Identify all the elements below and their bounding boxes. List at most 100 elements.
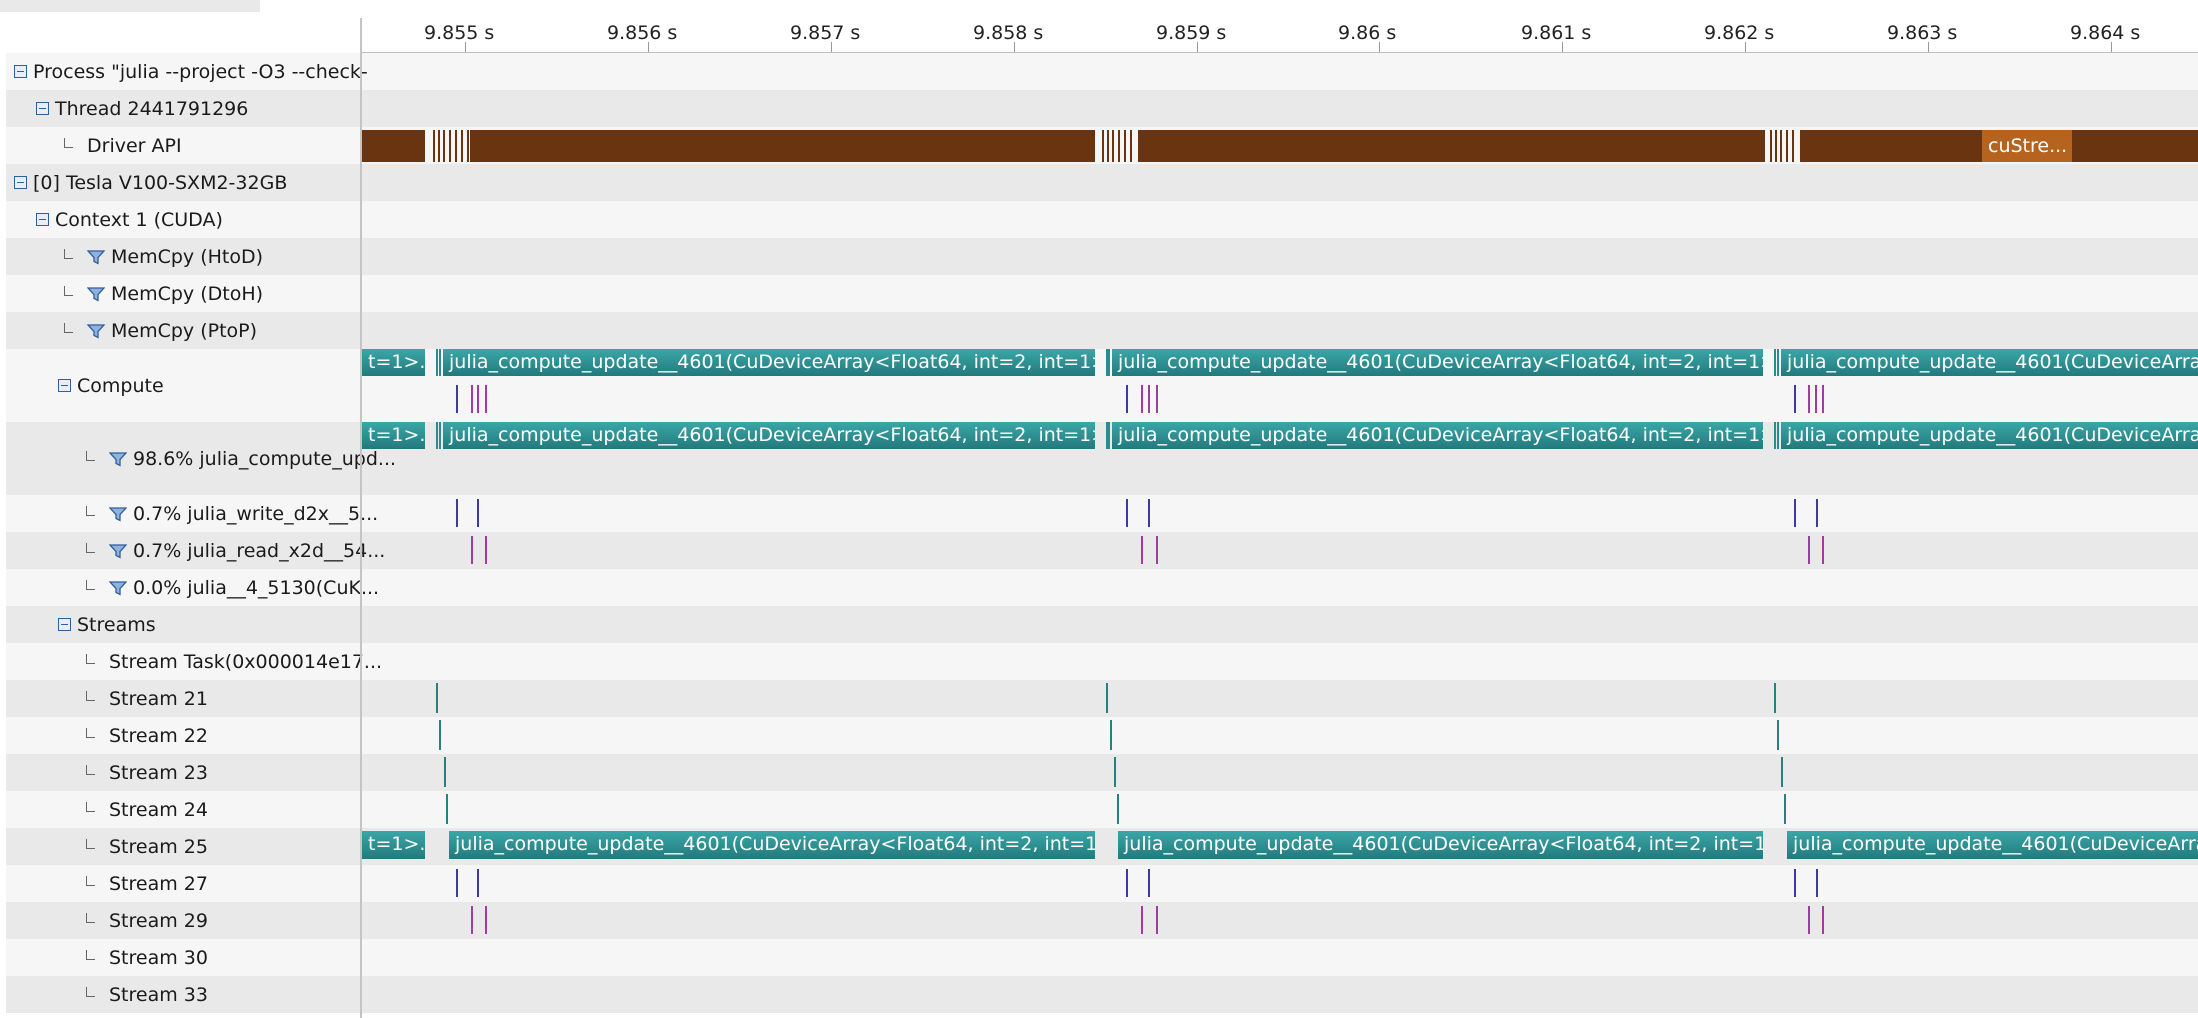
timeline-row[interactable]: Context 1 (CUDA): [6, 201, 2198, 238]
row-track[interactable]: [362, 495, 2198, 532]
row-track[interactable]: [362, 238, 2198, 275]
collapse-toggle-icon[interactable]: [58, 379, 71, 392]
row-label[interactable]: MemCpy (PtoP): [6, 312, 418, 349]
filter-icon[interactable]: [87, 249, 105, 265]
timeline-row[interactable]: 0.0% julia__4_5130(CuK...: [6, 569, 2198, 606]
driver-api-marker[interactable]: [449, 130, 451, 162]
row-label[interactable]: Stream 29: [6, 902, 440, 939]
kernel-sliver[interactable]: [1774, 349, 1776, 376]
timeline-row[interactable]: Process "julia --project -O3 --check-b..…: [6, 53, 2198, 90]
row-label[interactable]: Stream Task(0x000014e17...: [6, 643, 440, 680]
driver-api-marker[interactable]: [443, 130, 445, 162]
driver-api-marker[interactable]: [1780, 130, 1782, 162]
row-label[interactable]: Process "julia --project -O3 --check-b..…: [6, 53, 368, 90]
kernel-marker[interactable]: [456, 385, 458, 413]
collapse-toggle-icon[interactable]: [58, 618, 71, 631]
row-label[interactable]: Context 1 (CUDA): [6, 201, 390, 238]
kernel-sliver[interactable]: [439, 349, 441, 376]
row-track[interactable]: [362, 312, 2198, 349]
filter-icon[interactable]: [87, 286, 105, 302]
timeline-row[interactable]: Streams: [6, 606, 2198, 643]
driver-api-marker[interactable]: [1786, 130, 1788, 162]
read-marker[interactable]: [1808, 906, 1810, 934]
driver-api-marker[interactable]: [1118, 130, 1120, 162]
filter-icon[interactable]: [109, 506, 127, 522]
row-track[interactable]: [362, 865, 2198, 902]
read-marker[interactable]: [1808, 536, 1810, 564]
timeline-row[interactable]: MemCpy (HtoD): [6, 238, 2198, 275]
collapse-toggle-icon[interactable]: [14, 65, 27, 78]
row-track[interactable]: [362, 53, 2198, 90]
kernel-event[interactable]: julia_compute_update__4601(CuDeviceArray…: [1118, 831, 1763, 859]
stream-marker[interactable]: [446, 794, 448, 824]
kernel-event[interactable]: t=1>...: [362, 422, 425, 449]
kernel-event[interactable]: julia_compute_update__4601(CuDeviceArray…: [443, 349, 1095, 376]
row-track[interactable]: [362, 680, 2198, 717]
kernel-marker[interactable]: [1808, 385, 1810, 413]
kernel-event[interactable]: t=1>...: [362, 831, 425, 859]
row-track[interactable]: [362, 532, 2198, 569]
row-label[interactable]: Stream 24: [6, 791, 440, 828]
row-label[interactable]: Stream 23: [6, 754, 440, 791]
collapse-toggle-icon[interactable]: [36, 102, 49, 115]
row-track[interactable]: [362, 90, 2198, 127]
driver-api-event[interactable]: [470, 130, 1095, 162]
row-label[interactable]: Stream 25: [6, 828, 440, 865]
collapse-toggle-icon[interactable]: [14, 176, 27, 189]
stream-marker[interactable]: [1114, 757, 1116, 787]
driver-api-marker[interactable]: [467, 130, 469, 162]
row-label[interactable]: 0.7% julia_write_d2x__5...: [6, 495, 440, 532]
write-marker[interactable]: [456, 869, 458, 897]
timeline-row[interactable]: Stream Task(0x000014e17...: [6, 643, 2198, 680]
row-label[interactable]: Streams: [6, 606, 412, 643]
row-track[interactable]: [362, 902, 2198, 939]
row-label[interactable]: Stream 27: [6, 865, 440, 902]
kernel-event[interactable]: julia_compute_update__4601(CuDeviceArray…: [443, 422, 1095, 449]
timeline-row[interactable]: Stream 21: [6, 680, 2198, 717]
pane-divider[interactable]: [360, 18, 362, 1018]
write-marker[interactable]: [1794, 499, 1796, 527]
kernel-sliver[interactable]: [436, 422, 438, 449]
timeline-row[interactable]: Stream 25 t=1>... julia_compute_update__46…: [6, 828, 2198, 865]
write-marker[interactable]: [477, 499, 479, 527]
read-marker[interactable]: [471, 906, 473, 934]
row-label[interactable]: Thread 2441791296: [6, 90, 390, 127]
write-marker[interactable]: [477, 869, 479, 897]
row-track[interactable]: [362, 201, 2198, 238]
timeline-row[interactable]: Compute t=1>... julia_compute_update__4601…: [6, 349, 2198, 422]
write-marker[interactable]: [1816, 499, 1818, 527]
row-track[interactable]: [362, 275, 2198, 312]
filter-icon[interactable]: [109, 543, 127, 559]
kernel-event[interactable]: julia_compute_update__4601(CuDeviceArray…: [1112, 349, 1763, 376]
timeline-row[interactable]: MemCpy (PtoP): [6, 312, 2198, 349]
stream-marker[interactable]: [1784, 794, 1786, 824]
kernel-marker[interactable]: [477, 385, 479, 413]
row-label[interactable]: MemCpy (DtoH): [6, 275, 418, 312]
filter-icon[interactable]: [87, 323, 105, 339]
kernel-sliver[interactable]: [439, 422, 441, 449]
read-marker[interactable]: [1141, 536, 1143, 564]
timeline-row[interactable]: Driver API cuStre...: [6, 127, 2198, 164]
stream-marker[interactable]: [1117, 794, 1119, 824]
collapse-toggle-icon[interactable]: [36, 213, 49, 226]
row-track[interactable]: [362, 569, 2198, 606]
kernel-event[interactable]: julia_compute_update__4601(CuDeviceArray: [1787, 831, 2198, 859]
row-label[interactable]: Driver API: [6, 127, 418, 164]
driver-api-marker[interactable]: [455, 130, 457, 162]
timeline-row[interactable]: [0] Tesla V100-SXM2-32GB: [6, 164, 2198, 201]
kernel-sliver[interactable]: [1106, 422, 1108, 449]
kernel-event[interactable]: julia_compute_update__4601(CuDeviceArray: [1781, 422, 2198, 449]
kernel-marker[interactable]: [1822, 385, 1824, 413]
kernel-sliver[interactable]: [436, 349, 438, 376]
kernel-event[interactable]: julia_compute_update__4601(CuDeviceArray…: [449, 831, 1095, 859]
driver-api-marker[interactable]: [1770, 130, 1772, 162]
row-track[interactable]: t=1>... julia_compute_update__4601(CuDevi…: [362, 828, 2198, 865]
row-label[interactable]: MemCpy (HtoD): [6, 238, 418, 275]
row-label[interactable]: Stream 33: [6, 976, 440, 1013]
row-track[interactable]: [362, 717, 2198, 754]
write-marker[interactable]: [1816, 869, 1818, 897]
kernel-sliver[interactable]: [1106, 349, 1108, 376]
timeline-row[interactable]: Stream 29: [6, 902, 2198, 939]
row-label[interactable]: Compute: [6, 349, 412, 422]
kernel-event[interactable]: julia_compute_update__4601(CuDeviceArray…: [1112, 422, 1763, 449]
